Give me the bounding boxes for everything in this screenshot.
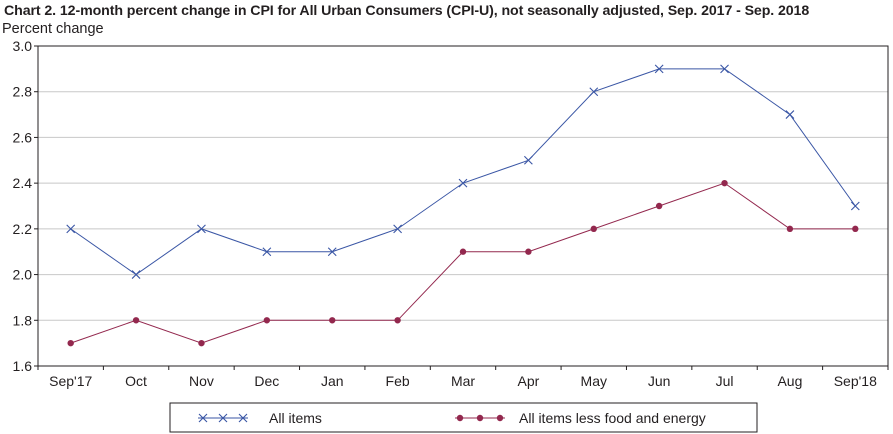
legend-swatch-marker (476, 414, 484, 422)
y-tick-label: 1.6 (13, 358, 33, 374)
data-point (262, 247, 272, 257)
legend-label: All items less food and energy (519, 410, 706, 426)
data-point (654, 64, 664, 74)
x-tick-label: Sep'17 (49, 373, 92, 389)
y-tick-label: 2.0 (13, 267, 33, 283)
y-tick-label: 2.8 (13, 84, 33, 100)
x-tick-label: Feb (386, 373, 410, 389)
x-tick-label: Dec (254, 373, 279, 389)
data-point (263, 317, 271, 324)
x-tick-label: Jun (648, 373, 671, 389)
data-point (131, 270, 141, 279)
legend-swatch-marker (496, 414, 504, 422)
data-point (67, 339, 74, 347)
legend-swatch-marker (218, 413, 228, 423)
legend-swatch-marker (198, 413, 208, 423)
legend-swatch-marker (456, 414, 464, 422)
data-point (394, 317, 401, 324)
data-point (523, 155, 533, 165)
series-layer (66, 64, 860, 347)
data-point (850, 201, 860, 211)
data-point (786, 225, 794, 233)
y-tick-label: 2.6 (13, 129, 33, 145)
series-line (70, 68, 856, 276)
data-point (198, 339, 205, 347)
x-tick-label: Sep'18 (834, 373, 877, 389)
data-point (589, 87, 599, 97)
y-axis-title: Percent change (2, 21, 104, 37)
data-point (655, 202, 663, 210)
data-point (852, 225, 859, 233)
data-point (132, 317, 140, 324)
y-tick-label: 1.8 (13, 312, 33, 328)
data-point (458, 178, 468, 188)
x-tick-label: Aug (777, 373, 802, 389)
x-tick-label: Mar (451, 373, 475, 389)
legend-label: All items (269, 410, 322, 426)
x-tick-label: Jul (716, 373, 734, 389)
data-point (327, 247, 337, 257)
legend-item: All items less food and energy (455, 410, 706, 426)
x-tick-label: Jan (321, 373, 344, 389)
x-tick-label: Oct (125, 373, 147, 389)
x-tick-label: Apr (517, 373, 539, 389)
data-point (393, 224, 403, 234)
chart-title: Chart 2. 12-month percent change in CPI … (4, 3, 810, 19)
plot-area-frame (37, 45, 889, 367)
x-tick-label: Nov (189, 373, 214, 389)
series-line (70, 182, 856, 344)
y-tick-label: 2.2 (13, 221, 33, 237)
legend: All items All items less food and energy (169, 402, 758, 433)
data-point (720, 64, 729, 74)
data-point (459, 248, 467, 255)
y-tick-label: 3.0 (13, 38, 33, 54)
legend-item: All items (198, 410, 322, 426)
x-axis: Sep'17 Oct Nov Dec Jan Feb Mar Apr May Jun Jul Aug S… (37, 366, 889, 389)
legend-swatch-marker (238, 413, 248, 423)
y-axis: 1.6 1.8 2.0 2.2 2.4 2.6 2.8 3.0 (13, 38, 38, 374)
data-point (590, 225, 597, 233)
data-point (197, 224, 206, 234)
series-all-items (66, 64, 860, 279)
y-tick-label: 2.4 (13, 175, 33, 191)
data-point (785, 110, 795, 119)
data-point (329, 317, 336, 324)
series-core (67, 179, 859, 347)
x-tick-label: May (581, 373, 607, 389)
data-point (525, 248, 532, 255)
gridlines (38, 91, 888, 321)
data-point (721, 179, 728, 187)
data-point (66, 224, 76, 234)
